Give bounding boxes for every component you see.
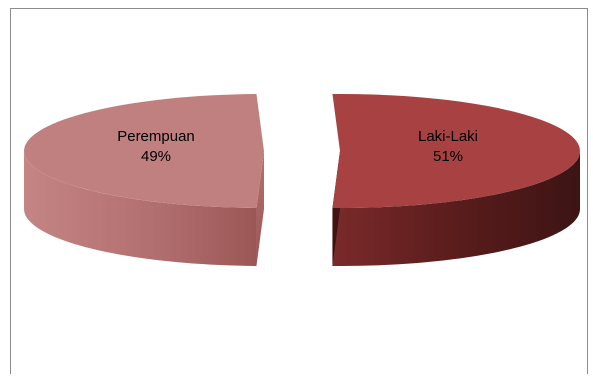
slice-side-laki-laki <box>332 151 580 266</box>
slice-label-laki-laki: Laki-Laki <box>418 128 478 145</box>
slice-label-perempuan: Perempuan <box>117 128 195 145</box>
slice-percent-laki-laki: 51% <box>433 148 463 165</box>
slice-side-perempuan <box>24 151 257 266</box>
slice-top-perempuan <box>23 94 265 208</box>
slice-top-laki-laki <box>332 94 580 209</box>
pie-chart: Perempuan 49% Laki-Laki 51% <box>23 94 580 266</box>
slice-cut-perempuan <box>256 151 264 266</box>
slice-percent-perempuan: 49% <box>141 148 171 165</box>
chart-area: Perempuan 49% Laki-Laki 51% <box>10 8 588 374</box>
